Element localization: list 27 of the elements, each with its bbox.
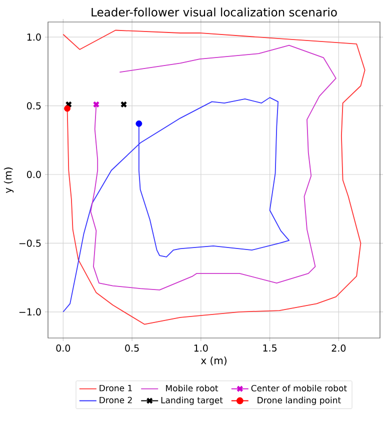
chart-title: Leader-follower visual localization scenario bbox=[92, 8, 337, 16]
y-tick-label: 0.0 bbox=[26, 170, 41, 178]
x-tick-label: 2.0 bbox=[332, 344, 346, 352]
line-series bbox=[90, 44, 336, 290]
point bbox=[65, 101, 72, 108]
y-tick-label: −0.5 bbox=[19, 240, 41, 247]
legend-label: Center of mobile robot bbox=[251, 384, 347, 392]
point bbox=[120, 101, 128, 108]
line-series bbox=[62, 97, 290, 312]
y-axis-title: y (m) bbox=[4, 168, 14, 194]
legend-label: Landing target bbox=[161, 396, 223, 406]
x-tick-label: 0.5 bbox=[125, 344, 139, 352]
y-tick-label: −1.0 bbox=[19, 308, 41, 316]
legend-label: Drone 1 bbox=[100, 384, 132, 392]
x-axis-title: x (m) bbox=[200, 356, 226, 366]
legend-label: Drone 2 bbox=[100, 396, 132, 404]
legend-label: Mobile robot bbox=[166, 384, 218, 392]
y-tick-label: 0.5 bbox=[26, 102, 41, 110]
point bbox=[64, 105, 70, 112]
line-series bbox=[62, 30, 366, 325]
x-tick-label: 0.0 bbox=[56, 344, 70, 352]
x-tick-label: 1.5 bbox=[263, 344, 277, 352]
legend-label: Drone landing point bbox=[258, 396, 341, 406]
point bbox=[92, 101, 100, 108]
y-tick-label: 1.0 bbox=[27, 34, 41, 41]
x-tick-label: 1.0 bbox=[194, 344, 208, 352]
point bbox=[136, 120, 142, 127]
